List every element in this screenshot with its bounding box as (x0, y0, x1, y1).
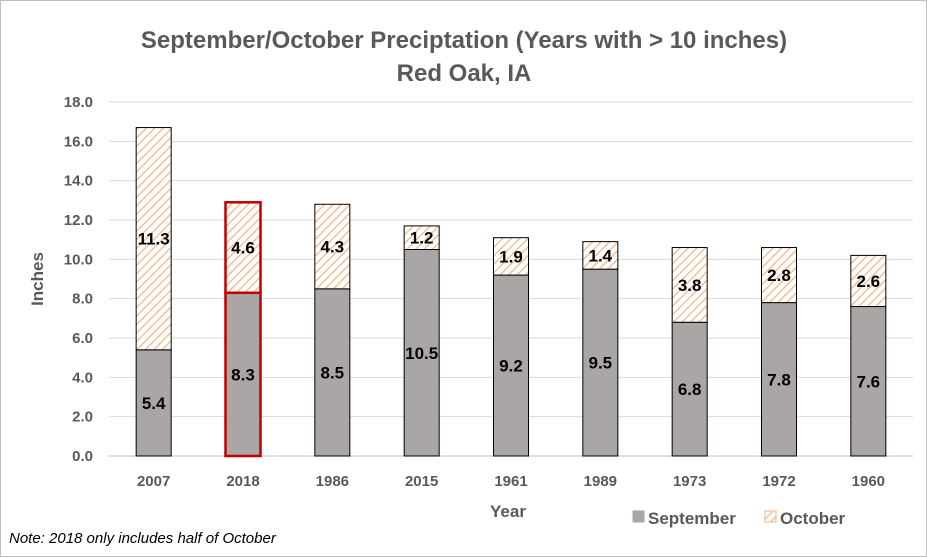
x-axis-ticks: 2007 2018 1986 2015 1961 1989 1973 1972 1960 (137, 473, 885, 490)
data-label: 4.6 (231, 239, 255, 258)
data-label: 4.3 (321, 238, 345, 257)
data-label: 8.5 (321, 363, 345, 382)
bar-october (671, 247, 708, 323)
x-tick-label: 1972 (762, 473, 795, 490)
footnote: Note: 2018 only includes half of October (9, 530, 276, 547)
y-tick-label: 10.0 (64, 251, 93, 268)
y-tick-label: 8.0 (72, 291, 93, 308)
x-tick-label: 1986 (316, 473, 349, 490)
bar-september (582, 268, 619, 457)
y-tick-label: 16.0 (64, 133, 93, 150)
bar-october (493, 237, 529, 276)
legend-swatch-september (632, 510, 645, 523)
data-label: 5.4 (142, 394, 166, 413)
bar-october (314, 203, 351, 290)
y-axis-ticks: 0.0 2.0 4.0 6.0 8.0 10.0 12.0 14.0 16.0 18.0 (64, 94, 93, 465)
y-tick-label: 4.0 (72, 369, 93, 386)
data-label: 2.6 (857, 272, 881, 291)
data-label: 1.4 (589, 246, 613, 265)
data-label: 7.8 (767, 370, 791, 389)
legend: September October (632, 509, 846, 528)
data-label: 10.5 (405, 344, 438, 363)
bar-september (761, 302, 797, 457)
bar-october (850, 254, 887, 308)
legend-swatch-october (764, 510, 777, 523)
chart-subtitle: Red Oak, IA (397, 60, 532, 87)
y-tick-label: 18.0 (64, 94, 93, 111)
y-tick-label: 12.0 (64, 212, 93, 229)
bar-september (403, 249, 440, 457)
x-tick-label: 2015 (405, 473, 438, 490)
bar-october (403, 225, 440, 250)
legend-label-september: September (648, 509, 736, 528)
y-axis-label: Inches (28, 252, 47, 306)
bars: 5.4 11.3 8.3 4.6 8.5 4.3 10.5 1.2 9.2 1.9 9.5 1.4 6.… (135, 127, 887, 458)
x-tick-label: 1989 (584, 473, 617, 490)
chart-title: September/October Preciptation (Years wi… (141, 27, 787, 54)
x-tick-label: 2018 (226, 473, 259, 490)
bar-october (224, 201, 262, 295)
x-tick-label: 1973 (673, 473, 706, 490)
y-tick-label: 0.0 (72, 448, 93, 465)
data-label: 9.5 (589, 354, 613, 373)
bar-september (224, 291, 262, 458)
data-label: 6.8 (678, 380, 702, 399)
data-label: 3.8 (678, 276, 702, 295)
data-label: 7.6 (857, 372, 881, 391)
data-label: 2.8 (767, 266, 791, 285)
bar-september (493, 274, 529, 457)
data-label: 11.3 (138, 230, 170, 249)
x-tick-label: 1960 (852, 473, 885, 490)
data-label: 9.2 (499, 357, 523, 376)
data-label: 1.9 (499, 247, 523, 266)
data-label: 1.2 (410, 229, 434, 248)
bar-october (135, 127, 172, 351)
x-axis-label: Year (490, 502, 526, 521)
bar-october (761, 247, 797, 304)
legend-label-october: October (780, 509, 846, 528)
x-tick-label: 2007 (137, 473, 170, 490)
bar-september (671, 321, 708, 457)
y-tick-label: 14.0 (64, 173, 93, 190)
y-tick-label: 6.0 (72, 330, 93, 347)
bar-september (314, 288, 351, 457)
x-tick-label: 1961 (494, 473, 527, 490)
bar-september (850, 306, 887, 457)
data-label: 8.3 (231, 365, 255, 384)
y-tick-label: 2.0 (72, 409, 93, 426)
bar-october (582, 241, 619, 270)
